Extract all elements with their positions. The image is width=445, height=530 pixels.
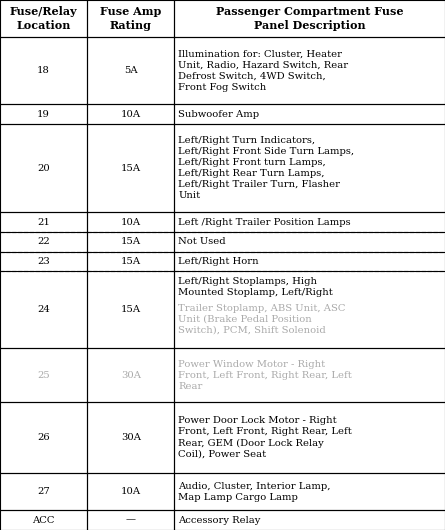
- Text: Subwoofer Amp: Subwoofer Amp: [178, 110, 259, 119]
- Text: 19: 19: [37, 110, 50, 119]
- Text: —: —: [126, 516, 136, 525]
- Text: Power Door Lock Motor - Right
Front, Left Front, Right Rear, Left
Rear, GEM (Doo: Power Door Lock Motor - Right Front, Lef…: [178, 417, 352, 459]
- Text: 20: 20: [37, 164, 50, 173]
- Text: 10A: 10A: [121, 218, 141, 227]
- Text: Not Used: Not Used: [178, 237, 226, 246]
- Text: 5A: 5A: [124, 66, 138, 75]
- Text: Fuse Amp
Rating: Fuse Amp Rating: [100, 6, 162, 31]
- Text: 24: 24: [37, 305, 50, 314]
- Text: Passenger Compartment Fuse
Panel Description: Passenger Compartment Fuse Panel Descrip…: [216, 6, 404, 31]
- Text: Left /Right Trailer Position Lamps: Left /Right Trailer Position Lamps: [178, 218, 351, 227]
- Text: Trailer Stoplamp, ABS Unit, ASC
Unit (Brake Pedal Position
Switch), PCM, Shift S: Trailer Stoplamp, ABS Unit, ASC Unit (Br…: [178, 304, 346, 335]
- Text: 15A: 15A: [121, 305, 141, 314]
- Text: 15A: 15A: [121, 164, 141, 173]
- Text: 30A: 30A: [121, 433, 141, 442]
- Text: 30A: 30A: [121, 370, 141, 379]
- Text: 25: 25: [37, 370, 50, 379]
- Text: Audio, Cluster, Interior Lamp,
Map Lamp Cargo Lamp: Audio, Cluster, Interior Lamp, Map Lamp …: [178, 482, 331, 502]
- Text: Left/Right Turn Indicators,
Left/Right Front Side Turn Lamps,
Left/Right Front t: Left/Right Turn Indicators, Left/Right F…: [178, 136, 355, 200]
- Text: 26: 26: [37, 433, 50, 442]
- Text: 22: 22: [37, 237, 50, 246]
- Text: Accessory Relay: Accessory Relay: [178, 516, 261, 525]
- Text: ACC: ACC: [32, 516, 55, 525]
- Text: Left/Right Stoplamps, High
Mounted Stoplamp, Left/Right: Left/Right Stoplamps, High Mounted Stopl…: [178, 277, 333, 297]
- Text: 15A: 15A: [121, 257, 141, 266]
- Text: 15A: 15A: [121, 237, 141, 246]
- Text: Power Window Motor - Right
Front, Left Front, Right Rear, Left
Rear: Power Window Motor - Right Front, Left F…: [178, 359, 352, 391]
- Text: 10A: 10A: [121, 487, 141, 496]
- Text: 18: 18: [37, 66, 50, 75]
- Text: 27: 27: [37, 487, 50, 496]
- Text: 21: 21: [37, 218, 50, 227]
- Text: Left/Right Horn: Left/Right Horn: [178, 257, 259, 266]
- Text: Fuse/Relay
Location: Fuse/Relay Location: [10, 6, 77, 31]
- Text: Illumination for: Cluster, Heater
Unit, Radio, Hazard Switch, Rear
Defrost Switc: Illumination for: Cluster, Heater Unit, …: [178, 50, 348, 92]
- Text: 23: 23: [37, 257, 50, 266]
- Text: 10A: 10A: [121, 110, 141, 119]
